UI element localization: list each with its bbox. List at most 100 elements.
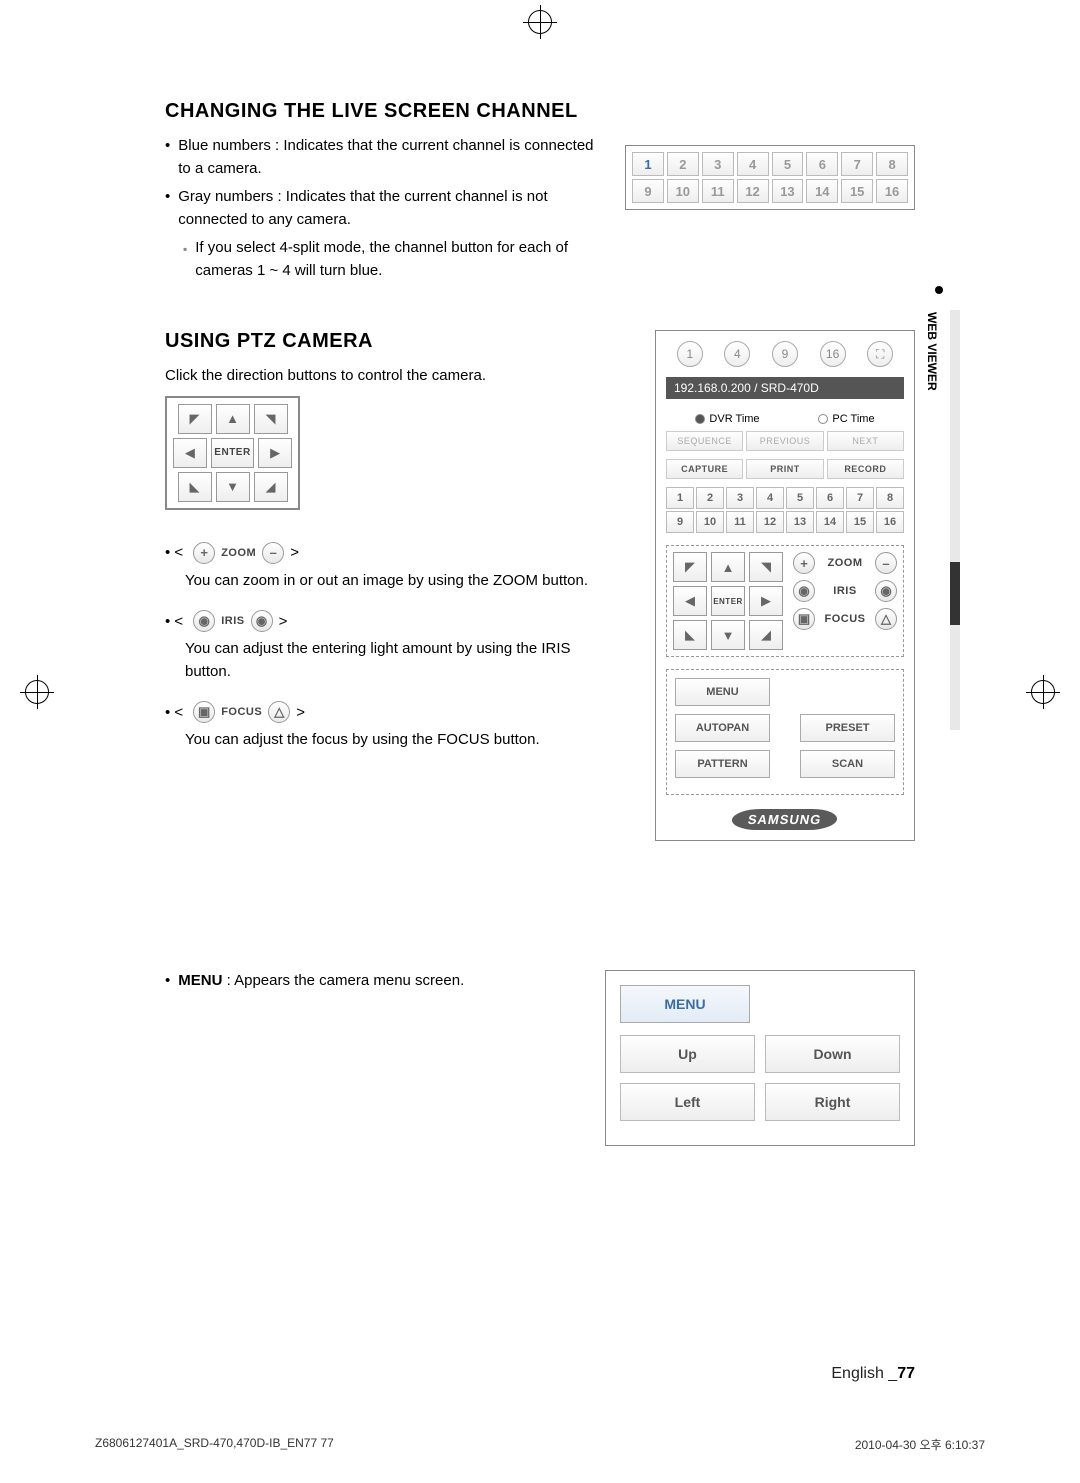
channel-8[interactable]: 8 — [876, 152, 908, 176]
dp-up-left[interactable]: ◤ — [178, 404, 212, 434]
ptz-dl[interactable]: ◣ — [673, 620, 707, 650]
section1-bullet-1: Blue numbers : Indicates that the curren… — [165, 135, 595, 180]
ptz-record-btn[interactable]: RECORD — [827, 459, 904, 479]
ptz-capture-btn[interactable]: CAPTURE — [666, 459, 743, 479]
dp-enter[interactable]: ENTER — [211, 438, 255, 468]
ptz-ch-3[interactable]: 3 — [726, 487, 754, 509]
iris-open-icon[interactable]: ◉ — [193, 610, 215, 632]
ptz-ch-9[interactable]: 9 — [666, 511, 694, 533]
ptz-scan-btn[interactable]: SCAN — [800, 750, 895, 778]
channel-3[interactable]: 3 — [702, 152, 734, 176]
ptz-iris-open[interactable]: ◉ — [793, 580, 815, 602]
ptz-ch-4[interactable]: 4 — [756, 487, 784, 509]
section1-bullet-2: Gray numbers : Indicates that the curren… — [165, 186, 595, 231]
ptz-preset-btn[interactable]: PRESET — [800, 714, 895, 742]
ptz-split-1[interactable]: 1 — [677, 341, 703, 367]
channel-4[interactable]: 4 — [737, 152, 769, 176]
ptz-split-4[interactable]: 4 — [724, 341, 750, 367]
channel-1[interactable]: 1 — [632, 152, 664, 176]
ptz-focus-far[interactable]: △ — [875, 608, 897, 630]
channel-16[interactable]: 16 — [876, 179, 908, 203]
dp-up-right[interactable]: ◥ — [254, 404, 288, 434]
direction-pad: ◤ ▲ ◥ ◀ ENTER ▶ ◣ ▼ ◢ — [165, 396, 300, 510]
ptz-ip: 192.168.0.200 / SRD-470D — [666, 377, 904, 399]
dp-left[interactable]: ◀ — [173, 438, 207, 468]
zoom-desc: You can zoom in or out an image by using… — [185, 570, 595, 593]
ptz-r[interactable]: ▶ — [749, 586, 783, 616]
ptz-ch-1[interactable]: 1 — [666, 487, 694, 509]
channel-13[interactable]: 13 — [772, 179, 804, 203]
ptz-split-9[interactable]: 9 — [772, 341, 798, 367]
ptz-pattern-btn[interactable]: PATTERN — [675, 750, 770, 778]
ptz-fullscreen-icon[interactable]: ⛶ — [867, 341, 893, 367]
page-footer: English _77 — [831, 1365, 915, 1383]
ptz-u[interactable]: ▲ — [711, 552, 745, 582]
ptz-iris-close[interactable]: ◉ — [875, 580, 897, 602]
section1-subbullet: If you select 4-split mode, the channel … — [183, 237, 595, 282]
ptz-split-16[interactable]: 16 — [820, 341, 846, 367]
print-footer: Z6806127401A_SRD-470,470D-IB_EN77 77 201… — [95, 1436, 985, 1453]
ptz-ch-6[interactable]: 6 — [816, 487, 844, 509]
ptz-l[interactable]: ◀ — [673, 586, 707, 616]
ptz-ch-16[interactable]: 16 — [876, 511, 904, 533]
channel-15[interactable]: 15 — [841, 179, 873, 203]
zoom-minus-icon[interactable]: – — [262, 542, 284, 564]
dp-down-right[interactable]: ◢ — [254, 472, 288, 502]
ptz-print-btn[interactable]: PRINT — [746, 459, 823, 479]
ptz-ch-14[interactable]: 14 — [816, 511, 844, 533]
dp-up[interactable]: ▲ — [216, 404, 250, 434]
menu-box: MENU Up Down Left Right — [605, 970, 915, 1146]
ptz-ul[interactable]: ◤ — [673, 552, 707, 582]
ptz-autopan-btn[interactable]: AUTOPAN — [675, 714, 770, 742]
focus-far-icon[interactable]: △ — [268, 701, 290, 723]
channel-5[interactable]: 5 — [772, 152, 804, 176]
iris-line: • < ◉ IRIS ◉ > — [165, 610, 595, 632]
ptz-ch-12[interactable]: 12 — [756, 511, 784, 533]
ptz-ch-7[interactable]: 7 — [846, 487, 874, 509]
ptz-sequence-btn[interactable]: SEQUENCE — [666, 431, 743, 451]
iris-close-icon[interactable]: ◉ — [251, 610, 273, 632]
ptz-zoom-plus[interactable]: + — [793, 552, 815, 574]
ptz-ch-2[interactable]: 2 — [696, 487, 724, 509]
channel-6[interactable]: 6 — [806, 152, 838, 176]
dp-right[interactable]: ▶ — [258, 438, 292, 468]
channel-7[interactable]: 7 — [841, 152, 873, 176]
channel-2[interactable]: 2 — [667, 152, 699, 176]
ptz-ch-11[interactable]: 11 — [726, 511, 754, 533]
ptz-enter[interactable]: ENTER — [711, 586, 745, 616]
pc-time-option[interactable]: PC Time — [818, 413, 874, 425]
ptz-ch-8[interactable]: 8 — [876, 487, 904, 509]
ptz-ch-13[interactable]: 13 — [786, 511, 814, 533]
zoom-plus-icon[interactable]: + — [193, 542, 215, 564]
menu-header[interactable]: MENU — [620, 985, 750, 1023]
samsung-logo: SAMSUNG — [666, 809, 904, 830]
ptz-ch-10[interactable]: 10 — [696, 511, 724, 533]
ptz-dr[interactable]: ◢ — [749, 620, 783, 650]
ptz-zoom-minus[interactable]: – — [875, 552, 897, 574]
channel-11[interactable]: 11 — [702, 179, 734, 203]
ptz-ch-5[interactable]: 5 — [786, 487, 814, 509]
menu-down-btn[interactable]: Down — [765, 1035, 900, 1073]
ptz-ch-15[interactable]: 15 — [846, 511, 874, 533]
dp-down-left[interactable]: ◣ — [178, 472, 212, 502]
focus-desc: You can adjust the focus by using the FO… — [185, 729, 595, 752]
channel-9[interactable]: 9 — [632, 179, 664, 203]
menu-bullet: MENU : Appears the camera menu screen. — [165, 970, 585, 993]
dvr-time-option[interactable]: DVR Time — [695, 413, 759, 425]
menu-left-btn[interactable]: Left — [620, 1083, 755, 1121]
channel-14[interactable]: 14 — [806, 179, 838, 203]
focus-near-icon[interactable]: ▣ — [193, 701, 215, 723]
ptz-d[interactable]: ▼ — [711, 620, 745, 650]
ptz-previous-btn[interactable]: PREVIOUS — [746, 431, 823, 451]
channel-panel: 12345678910111213141516 — [625, 145, 915, 210]
dp-down[interactable]: ▼ — [216, 472, 250, 502]
ptz-ur[interactable]: ◥ — [749, 552, 783, 582]
menu-right-btn[interactable]: Right — [765, 1083, 900, 1121]
ptz-next-btn[interactable]: NEXT — [827, 431, 904, 451]
ptz-menu-btn[interactable]: MENU — [675, 678, 770, 706]
ptz-focus-near[interactable]: ▣ — [793, 608, 815, 630]
channel-10[interactable]: 10 — [667, 179, 699, 203]
channel-12[interactable]: 12 — [737, 179, 769, 203]
ptz-panel: 14916⛶ 192.168.0.200 / SRD-470D DVR Time… — [655, 330, 915, 841]
menu-up-btn[interactable]: Up — [620, 1035, 755, 1073]
